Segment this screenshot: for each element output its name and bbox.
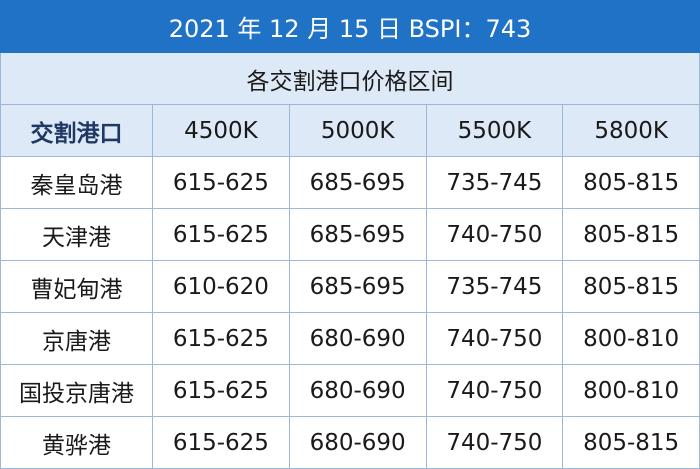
price-range: 805-815: [562, 208, 700, 261]
port-name: 国投京唐港: [0, 364, 153, 417]
price-range: 735-745: [425, 156, 564, 209]
header-cell: 5000K: [288, 104, 427, 157]
header-cell: 5500K: [425, 104, 564, 157]
port-name: 秦皇岛港: [0, 156, 153, 209]
price-range: 805-815: [562, 260, 700, 313]
price-range: 615-625: [152, 416, 290, 469]
port-name: 黄骅港: [0, 416, 153, 469]
price-range: 805-815: [562, 156, 700, 209]
data-row: 天津港 615-625 685-695 740-750 805-815: [0, 208, 700, 261]
price-range: 615-625: [152, 208, 290, 261]
price-range: 800-810: [562, 312, 700, 365]
data-row: 秦皇岛港 615-625 685-695 735-745 805-815: [0, 156, 700, 209]
port-name: 京唐港: [0, 312, 153, 365]
price-range: 685-695: [288, 260, 427, 313]
price-range: 740-750: [425, 364, 564, 417]
data-row: 京唐港 615-625 680-690 740-750 800-810: [0, 312, 700, 365]
title-row: 2021 年 12 月 15 日 BSPI：743: [0, 0, 700, 53]
price-range: 680-690: [288, 312, 427, 365]
price-range: 610-620: [152, 260, 290, 313]
header-cell: 交割港口: [0, 104, 153, 157]
data-row: 曹妃甸港 610-620 685-695 735-745 805-815: [0, 260, 700, 313]
price-range: 615-625: [152, 312, 290, 365]
price-range: 685-695: [288, 208, 427, 261]
header-cell: 5800K: [562, 104, 700, 157]
subtitle-row: 各交割港口价格区间: [0, 52, 700, 105]
data-row: 国投京唐港 615-625 680-690 740-750 800-810: [0, 364, 700, 417]
price-range: 735-745: [425, 260, 564, 313]
table-title: 2021 年 12 月 15 日 BSPI：743: [0, 0, 700, 53]
header-cell: 4500K: [152, 104, 290, 157]
price-range: 740-750: [425, 208, 564, 261]
price-range: 740-750: [425, 416, 564, 469]
price-range: 680-690: [288, 416, 427, 469]
price-range: 800-810: [562, 364, 700, 417]
price-range: 805-815: [562, 416, 700, 469]
table-subtitle: 各交割港口价格区间: [0, 52, 700, 105]
price-range: 685-695: [288, 156, 427, 209]
data-row: 黄骅港 615-625 680-690 740-750 805-815: [0, 416, 700, 469]
price-range: 615-625: [152, 156, 290, 209]
price-range: 680-690: [288, 364, 427, 417]
port-name: 天津港: [0, 208, 153, 261]
price-range: 740-750: [425, 312, 564, 365]
header-row: 交割港口 4500K 5000K 5500K 5800K: [0, 104, 700, 157]
port-name: 曹妃甸港: [0, 260, 153, 313]
price-range: 615-625: [152, 364, 290, 417]
